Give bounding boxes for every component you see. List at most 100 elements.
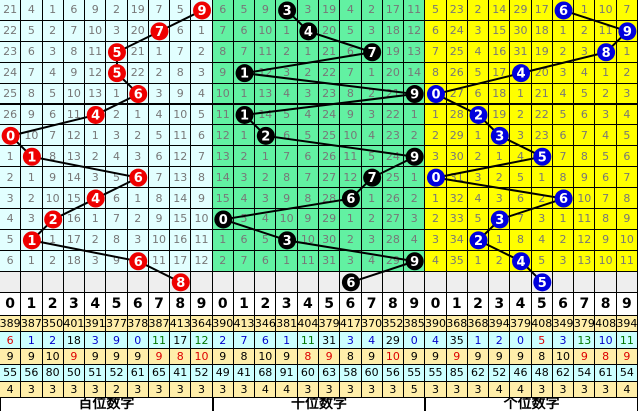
- tens-miss-cell: 1: [361, 62, 383, 84]
- tens-miss-cell: 6: [276, 125, 298, 147]
- svg-text:4: 4: [304, 25, 313, 40]
- svg-text:4: 4: [91, 192, 100, 207]
- tens-miss-cell: 8: [212, 41, 234, 63]
- tens-stat-cell: 9: [361, 348, 383, 366]
- hundreds-miss-cell: 12: [170, 146, 192, 168]
- hundreds-miss-cell: 1: [42, 0, 64, 21]
- hundreds-next-cell: [42, 271, 64, 293]
- units-stat-cell: 368: [468, 316, 490, 333]
- tens-miss-cell: 4: [233, 188, 256, 209]
- units-miss-cell: 3: [616, 83, 638, 105]
- units-miss-cell: 19: [531, 41, 553, 63]
- hundreds-miss-cell: 20: [127, 20, 149, 42]
- tens-stat-cell: 7: [233, 332, 256, 349]
- hundreds-stat-cell: 3: [63, 381, 86, 398]
- units-miss-cell: 2: [574, 20, 596, 42]
- hundreds-miss-cell: 13: [170, 167, 192, 189]
- hundreds-miss-cell: 2: [127, 209, 149, 230]
- units-miss-cell: 8: [574, 146, 596, 168]
- svg-text:3: 3: [283, 234, 292, 249]
- units-miss-cell: 7: [425, 41, 447, 63]
- units-stat-cell: 394: [616, 316, 638, 333]
- units-stat-cell: 52: [489, 365, 511, 382]
- units-stat-cell: 3: [467, 381, 490, 398]
- tens-miss-cell: 7: [340, 62, 362, 84]
- tens-digit-header: 8: [382, 293, 405, 316]
- tens-stat-cell: 3: [340, 332, 362, 349]
- units-ball: 3: [490, 210, 509, 229]
- tens-miss-cell: 1: [233, 83, 256, 105]
- hundreds-digit-header: 2: [42, 293, 64, 316]
- hundreds-miss-cell: 5: [148, 125, 171, 147]
- hundreds-stat-cell: 401: [63, 316, 86, 333]
- hundreds-miss-cell: 1: [191, 20, 213, 42]
- units-ball: 4: [512, 64, 531, 83]
- tens-miss-cell: 19: [319, 0, 341, 21]
- hundreds-stat-cell: 1: [21, 332, 43, 349]
- hundreds-miss-cell: 6: [191, 125, 213, 147]
- units-miss-cell: 2: [467, 0, 490, 21]
- tens-miss-cell: 3: [340, 250, 362, 272]
- tens-stat-cell: 10: [382, 348, 405, 366]
- units-miss-cell: 1: [425, 104, 447, 126]
- tens-miss-cell: 9: [340, 104, 362, 126]
- units-miss-cell: 9: [574, 167, 596, 189]
- hundreds-miss-cell: 10: [42, 188, 64, 209]
- hundreds-digit-header: 4: [85, 293, 107, 316]
- tens-stat-cell: 5: [404, 381, 426, 398]
- hundreds-miss-cell: 1: [21, 250, 43, 272]
- hundreds-stat-cell: 413: [170, 316, 192, 333]
- units-stat-cell: 9: [574, 348, 596, 366]
- units-miss-cell: 1: [510, 83, 532, 105]
- units-miss-cell: 5: [595, 146, 617, 168]
- svg-text:9: 9: [410, 88, 419, 103]
- hundreds-miss-cell: 1: [85, 125, 107, 147]
- tens-miss-cell: 28: [382, 229, 405, 251]
- hundreds-digit-header: 6: [127, 293, 149, 316]
- tens-miss-cell: 3: [297, 83, 319, 105]
- hundreds-stat-cell: 391: [85, 316, 107, 333]
- hundreds-stat-cell: 51: [85, 365, 107, 382]
- hundreds-miss-cell: 10: [85, 20, 107, 42]
- hundreds-miss-cell: 12: [191, 250, 213, 272]
- tens-miss-cell: 12: [404, 20, 426, 42]
- tens-miss-cell: 2: [297, 62, 319, 84]
- hundreds-digit-header: 1: [21, 293, 43, 316]
- svg-text:9: 9: [198, 4, 207, 19]
- svg-text:6: 6: [346, 192, 355, 207]
- hundreds-stat-cell: 65: [148, 365, 171, 382]
- hundreds-stat-cell: 389: [0, 316, 22, 333]
- tens-stat-cell: 10: [255, 348, 277, 366]
- hundreds-stat-cell: 377: [106, 316, 128, 333]
- tens-stat-cell: 29: [382, 332, 405, 349]
- svg-text:6: 6: [559, 192, 568, 207]
- hundreds-next-cell: [127, 271, 149, 293]
- tens-miss-cell: 18: [382, 20, 405, 42]
- tens-stat-cell: 413: [234, 316, 256, 333]
- hundreds-ball: 6: [129, 168, 148, 187]
- units-ball: 0: [426, 85, 445, 104]
- units-stat-cell: 368: [446, 316, 468, 333]
- hundreds-digit-header: 3: [63, 293, 86, 316]
- tens-stat-cell: 3: [361, 381, 383, 398]
- tens-miss-cell: 14: [212, 167, 234, 189]
- svg-text:1: 1: [240, 67, 249, 82]
- tens-stat-cell: 379: [319, 316, 341, 333]
- units-miss-cell: 12: [574, 229, 596, 251]
- tens-miss-cell: 4: [404, 229, 426, 251]
- units-stat-cell: 54: [574, 365, 596, 382]
- svg-text:5: 5: [112, 46, 121, 61]
- hundreds-miss-cell: 2: [85, 229, 107, 251]
- units-miss-cell: 1: [467, 250, 490, 272]
- tens-ball: 1: [235, 64, 254, 83]
- tens-ball: 7: [363, 43, 382, 62]
- hundreds-miss-cell: 19: [127, 0, 149, 21]
- tens-miss-cell: 4: [297, 104, 319, 126]
- tens-next-cell: [382, 271, 405, 293]
- hundreds-miss-cell: 3: [21, 209, 43, 230]
- hundreds-stat-cell: 387: [21, 316, 43, 333]
- units-stat-cell: 4: [425, 332, 447, 349]
- tens-miss-cell: 2: [255, 167, 277, 189]
- tens-ball: 3: [278, 1, 297, 20]
- hundreds-miss-cell: 7: [21, 62, 43, 84]
